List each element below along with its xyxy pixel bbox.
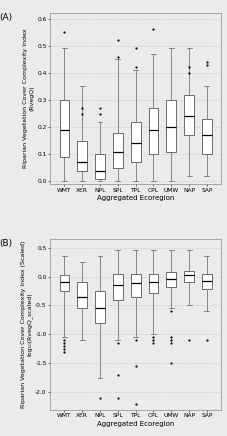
PathPatch shape [77, 282, 87, 308]
PathPatch shape [130, 122, 140, 162]
PathPatch shape [166, 272, 175, 287]
PathPatch shape [201, 119, 211, 154]
Y-axis label: Riparian Vegetation Cover Complexity Index (Scaled)
log₁₀(RvegQ_scaled): Riparian Vegetation Cover Complexity Ind… [20, 241, 32, 408]
PathPatch shape [148, 274, 158, 293]
PathPatch shape [95, 291, 104, 323]
PathPatch shape [201, 274, 211, 289]
PathPatch shape [112, 274, 122, 300]
PathPatch shape [59, 100, 69, 157]
PathPatch shape [183, 95, 193, 135]
PathPatch shape [59, 276, 69, 291]
X-axis label: Aggregated Ecoregion: Aggregated Ecoregion [96, 195, 174, 201]
Text: (B): (B) [0, 239, 12, 248]
PathPatch shape [95, 154, 104, 179]
PathPatch shape [130, 274, 140, 297]
Y-axis label: Riparian Vegetation Cover Complexity Index
(RvegQ): Riparian Vegetation Cover Complexity Ind… [23, 29, 34, 168]
PathPatch shape [148, 108, 158, 154]
X-axis label: Aggregated Ecoregion: Aggregated Ecoregion [96, 421, 174, 427]
Text: (A): (A) [0, 13, 12, 22]
PathPatch shape [183, 271, 193, 282]
PathPatch shape [166, 100, 175, 152]
PathPatch shape [77, 141, 87, 170]
PathPatch shape [112, 133, 122, 168]
